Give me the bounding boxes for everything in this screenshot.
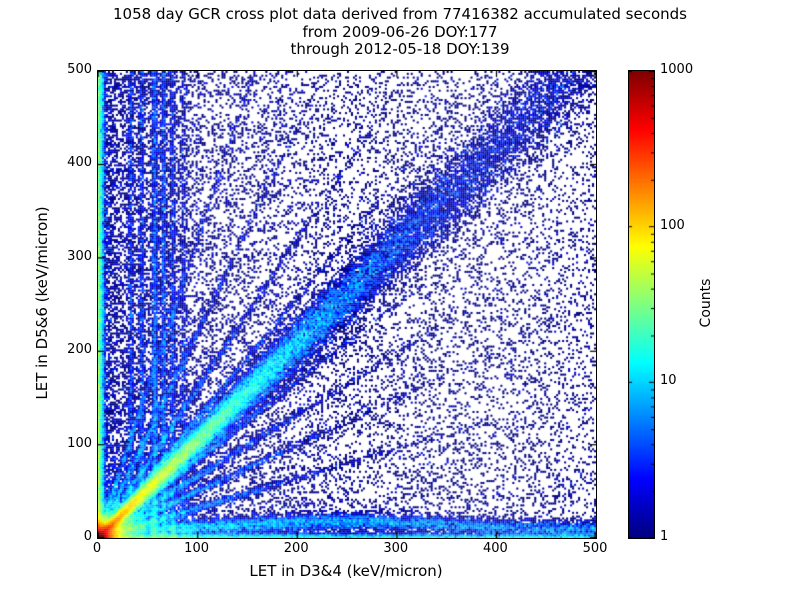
colorbar-tick-label: 10 xyxy=(660,373,677,389)
chart-title-line2: from 2009-06-26 DOY:177 xyxy=(302,22,498,41)
y-tick-label: 400 xyxy=(67,155,92,171)
y-tick-label: 500 xyxy=(67,62,92,77)
y-tick-label: 200 xyxy=(67,342,92,358)
colorbar-tick-label: 1000 xyxy=(660,62,694,77)
x-tick-label: 500 xyxy=(582,541,608,556)
chart-title-line3: through 2012-05-18 DOY:139 xyxy=(290,40,510,58)
y-tick-label: 0 xyxy=(83,529,92,544)
x-tick-label: 100 xyxy=(184,541,210,556)
chart-title-line1: 1058 day GCR cross plot data derived fro… xyxy=(113,5,687,23)
colorbar xyxy=(628,70,655,539)
colorbar-canvas xyxy=(629,71,654,538)
colorbar-label: Counts xyxy=(698,278,714,328)
colorbar-tick-label: 1 xyxy=(660,529,669,544)
y-tick-label: 100 xyxy=(67,435,92,451)
x-axis-label: LET in D3&4 (keV/micron) xyxy=(249,562,443,580)
scatter-canvas xyxy=(98,71,596,538)
x-tick-label: 0 xyxy=(92,541,102,556)
y-tick-label: 300 xyxy=(67,248,92,264)
x-tick-label: 400 xyxy=(482,541,508,556)
x-tick-label: 300 xyxy=(383,541,409,556)
plot-area xyxy=(97,70,597,539)
chart-title: 1058 day GCR cross plot data derived fro… xyxy=(0,5,800,59)
colorbar-tick-label: 100 xyxy=(660,217,685,233)
y-axis-label: LET in D5&6 (keV/micron) xyxy=(33,206,51,400)
x-tick-label: 200 xyxy=(283,541,309,556)
